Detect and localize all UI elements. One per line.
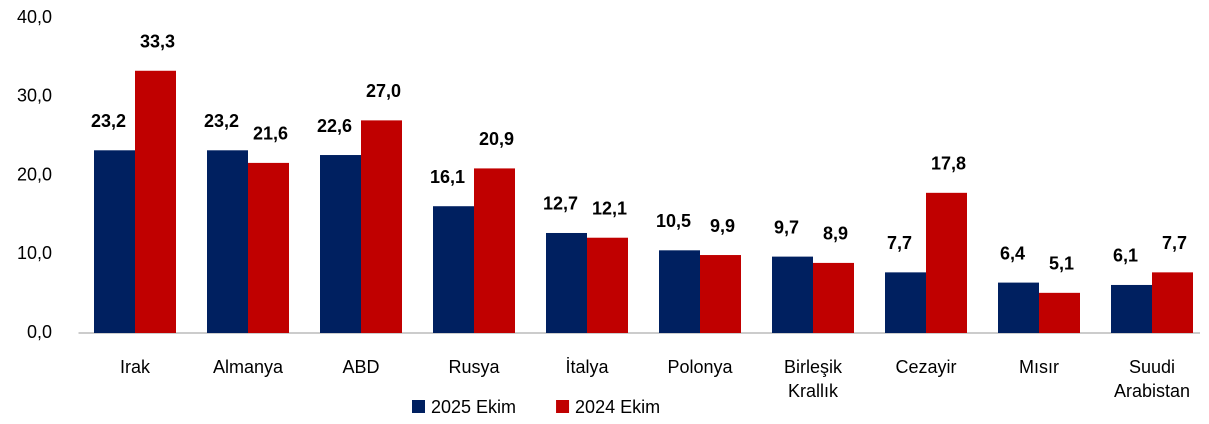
data-label: 23,2 xyxy=(204,111,239,131)
x-tick-label: Cezayir xyxy=(895,357,956,377)
legend-label: 2025 Ekim xyxy=(431,397,516,417)
data-label: 10,5 xyxy=(656,211,691,231)
data-label: 21,6 xyxy=(253,124,288,144)
data-label: 33,3 xyxy=(140,32,175,52)
bar xyxy=(361,120,402,333)
data-label: 23,2 xyxy=(91,111,126,131)
bar xyxy=(546,232,587,333)
bar xyxy=(998,282,1039,333)
data-label: 16,1 xyxy=(430,167,465,187)
bar xyxy=(813,262,854,333)
bar xyxy=(1039,292,1080,333)
legend-swatch xyxy=(556,400,570,413)
data-label: 5,1 xyxy=(1049,254,1074,274)
y-tick-label: 20,0 xyxy=(17,164,52,184)
bar xyxy=(94,150,135,333)
bar xyxy=(885,272,926,333)
legend-label: 2024 Ekim xyxy=(575,397,660,417)
y-tick-label: 30,0 xyxy=(17,86,52,106)
bar xyxy=(587,237,628,333)
data-label: 27,0 xyxy=(366,81,401,101)
bar xyxy=(1152,272,1193,333)
x-tick-label: Almanya xyxy=(213,357,284,377)
x-tick-label: ABD xyxy=(342,357,379,377)
bar xyxy=(474,168,515,333)
data-label: 12,7 xyxy=(543,194,578,214)
data-label: 9,7 xyxy=(774,217,799,237)
bar xyxy=(207,150,248,333)
x-tick-label: Birleşik Krallık xyxy=(784,357,843,401)
y-tick-label: 10,0 xyxy=(17,243,52,263)
y-tick-label: 40,0 xyxy=(17,7,52,27)
x-tick-label: Mısır xyxy=(1019,357,1059,377)
x-tick-label: İtalya xyxy=(565,357,609,377)
bar xyxy=(700,255,741,333)
data-label: 22,6 xyxy=(317,116,352,136)
data-label: 12,1 xyxy=(592,198,627,218)
data-label: 17,8 xyxy=(931,154,966,174)
data-label: 6,4 xyxy=(1000,243,1025,263)
data-label: 9,9 xyxy=(710,216,735,236)
data-label: 8,9 xyxy=(823,224,848,244)
bar xyxy=(1111,284,1152,333)
data-label: 7,7 xyxy=(887,233,912,253)
bar xyxy=(926,192,967,333)
bar xyxy=(772,256,813,333)
data-label: 6,1 xyxy=(1113,246,1138,266)
bar xyxy=(135,70,176,333)
x-tick-label: Polonya xyxy=(667,357,733,377)
bar xyxy=(433,206,474,333)
data-label: 20,9 xyxy=(479,129,514,149)
bar xyxy=(248,162,289,333)
y-tick-label: 0,0 xyxy=(27,322,52,342)
x-tick-label: Suudi Arabistan xyxy=(1114,357,1190,401)
data-label: 7,7 xyxy=(1162,233,1187,253)
bar xyxy=(659,250,700,333)
legend-swatch xyxy=(412,400,425,413)
bar xyxy=(320,155,361,333)
x-tick-label: Irak xyxy=(120,357,151,377)
x-tick-label: Rusya xyxy=(448,357,500,377)
